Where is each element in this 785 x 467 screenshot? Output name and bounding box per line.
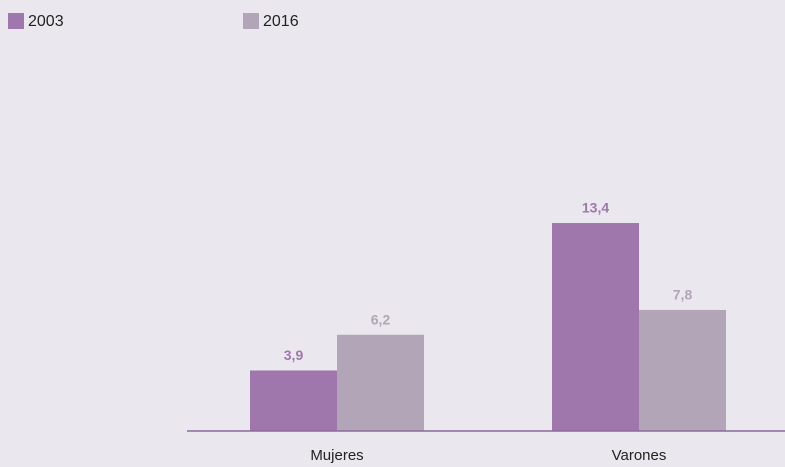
x-tick-label: Varones xyxy=(612,447,667,464)
legend-label: 2016 xyxy=(263,13,299,30)
bar xyxy=(250,370,337,431)
bar xyxy=(639,309,726,431)
x-tick-label: Mujeres xyxy=(310,447,363,464)
legend-swatch xyxy=(243,13,259,29)
value-label: 7,8 xyxy=(673,287,693,303)
value-label: 6,2 xyxy=(371,311,391,327)
legend-label: 2003 xyxy=(28,13,64,30)
value-label: 13,4 xyxy=(582,200,609,216)
value-label: 3,9 xyxy=(284,347,304,363)
legend-swatch xyxy=(8,13,24,29)
bar xyxy=(552,223,639,431)
bar xyxy=(337,334,424,431)
